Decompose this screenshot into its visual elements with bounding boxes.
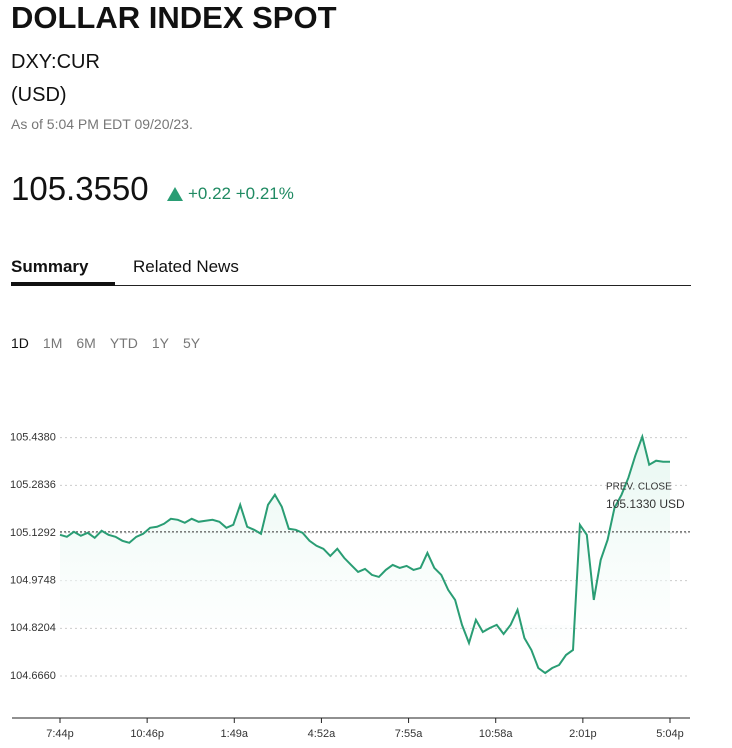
range-button[interactable]: 6M: [76, 335, 96, 351]
tab-underline: [11, 282, 115, 286]
change: +0.22 +0.21%: [188, 184, 294, 204]
range-button[interactable]: 1M: [42, 335, 63, 351]
x-tick-label: 2:01p: [569, 728, 597, 740]
change-value: +0.22: [188, 184, 232, 203]
up-arrow: [167, 187, 183, 201]
x-tick-label: 10:58a: [479, 728, 514, 740]
y-tick-label: 105.1292: [10, 527, 56, 539]
as-of: As of 5:04 PM EDT 09/20/23.: [11, 116, 193, 132]
currency: (USD): [11, 84, 67, 106]
y-tick-label: 104.9748: [10, 575, 56, 587]
title: DOLLAR INDEX SPOT: [11, 0, 337, 35]
x-tick-label: 7:44p: [46, 728, 74, 740]
range-button[interactable]: 1Y: [151, 335, 169, 351]
tab-divider: [11, 285, 691, 286]
price: 105.3550: [11, 170, 149, 207]
symbol: DXY:CUR: [11, 51, 100, 73]
x-tick-label: 7:55a: [395, 728, 423, 740]
prev-close-value: 105.1330 USD: [606, 497, 685, 511]
range-selector: 1D 1M 6M YTD 1Y 5Y: [11, 335, 214, 351]
range-button[interactable]: YTD: [109, 335, 138, 351]
x-tick-label: 1:49a: [221, 728, 249, 740]
y-tick-label: 104.8204: [10, 622, 56, 634]
prev-close-label: PREV. CLOSE: [606, 482, 672, 493]
change-percent: +0.21%: [235, 184, 294, 203]
tab[interactable]: Summary: [11, 257, 89, 276]
x-tick-label: 10:46p: [130, 728, 164, 740]
range-button[interactable]: 5Y: [182, 335, 201, 351]
range-button[interactable]: 1D: [11, 335, 29, 351]
x-tick-label: 5:04p: [656, 728, 684, 740]
tab[interactable]: Related News: [133, 257, 239, 276]
price-line: [59, 433, 670, 675]
y-tick-label: 104.6660: [10, 670, 56, 682]
x-tick-label: 4:52a: [308, 728, 336, 740]
y-tick-label: 105.4380: [10, 432, 56, 444]
y-tick-label: 105.2836: [10, 479, 56, 491]
